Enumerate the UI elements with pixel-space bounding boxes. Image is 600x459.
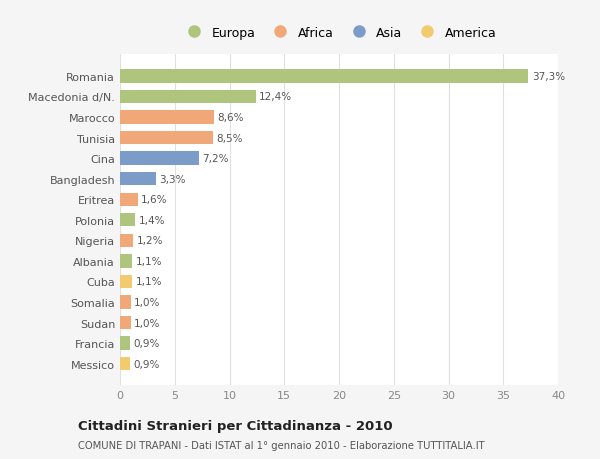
Bar <box>120 90 256 104</box>
Bar <box>120 255 132 268</box>
Legend: Europa, Africa, Asia, America: Europa, Africa, Asia, America <box>176 22 502 45</box>
Text: COMUNE DI TRAPANI - Dati ISTAT al 1° gennaio 2010 - Elaborazione TUTTITALIA.IT: COMUNE DI TRAPANI - Dati ISTAT al 1° gen… <box>78 440 485 450</box>
Text: 1,1%: 1,1% <box>136 277 162 287</box>
Text: 1,1%: 1,1% <box>136 256 162 266</box>
Bar <box>120 111 214 124</box>
Text: 1,4%: 1,4% <box>139 215 165 225</box>
Text: 8,6%: 8,6% <box>217 113 244 123</box>
Bar <box>120 152 199 165</box>
Bar <box>120 337 130 350</box>
Text: 1,0%: 1,0% <box>134 318 161 328</box>
Bar <box>120 132 213 145</box>
Bar <box>120 296 131 309</box>
Text: 3,3%: 3,3% <box>160 174 186 185</box>
Text: 0,9%: 0,9% <box>133 359 160 369</box>
Bar <box>120 213 136 227</box>
Text: 37,3%: 37,3% <box>532 72 565 82</box>
Text: 1,6%: 1,6% <box>141 195 167 205</box>
Text: 7,2%: 7,2% <box>202 154 229 164</box>
Text: 0,9%: 0,9% <box>133 338 160 348</box>
Text: Cittadini Stranieri per Cittadinanza - 2010: Cittadini Stranieri per Cittadinanza - 2… <box>78 419 392 431</box>
Bar <box>120 316 131 330</box>
Bar <box>120 357 130 370</box>
Bar <box>120 234 133 247</box>
Bar <box>120 193 137 207</box>
Text: 12,4%: 12,4% <box>259 92 292 102</box>
Text: 1,2%: 1,2% <box>136 236 163 246</box>
Bar <box>120 275 132 289</box>
Bar <box>120 173 156 186</box>
Bar <box>120 70 529 84</box>
Text: 1,0%: 1,0% <box>134 297 161 308</box>
Text: 8,5%: 8,5% <box>217 133 243 143</box>
